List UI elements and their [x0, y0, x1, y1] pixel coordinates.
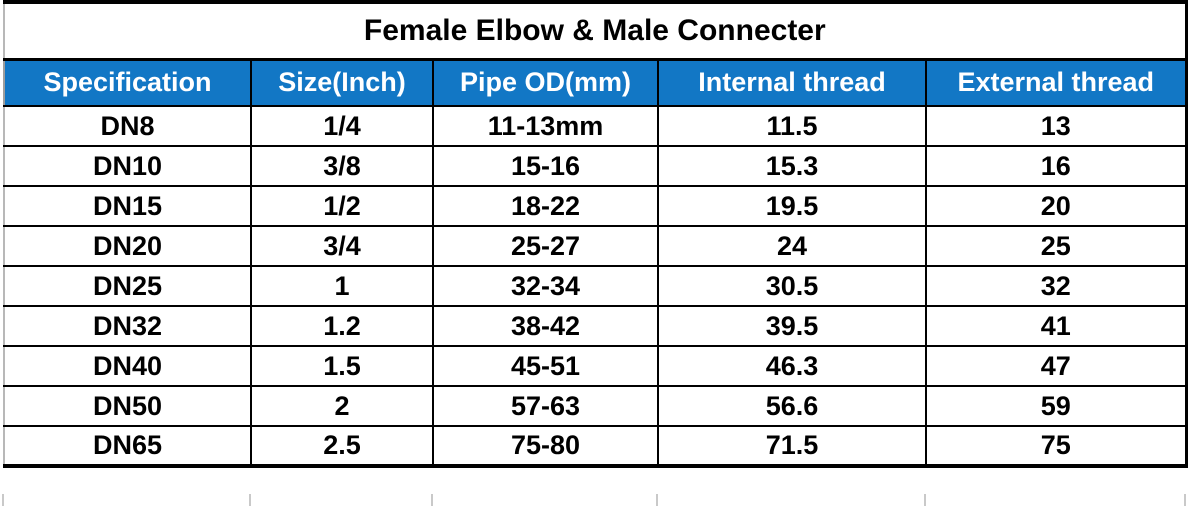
cell-size-inch: 3/4	[250, 225, 434, 267]
cell-pipe-od: 32-34	[432, 265, 659, 307]
table-row: DN40 1.5 45-51 46.3 47	[3, 345, 1188, 387]
cell-specification: DN15	[3, 185, 252, 227]
cell-external-thread: 41	[924, 305, 1188, 347]
cell-size-inch: 2	[250, 385, 434, 427]
cell-internal-thread: 24	[657, 225, 927, 267]
cell-specification: DN8	[3, 105, 252, 147]
cell-specification: DN40	[3, 345, 252, 387]
cell-pipe-od: 75-80	[432, 425, 659, 468]
cell-internal-thread: 19.5	[657, 185, 927, 227]
cell-external-thread: 25	[924, 225, 1188, 267]
table-row: DN25 1 32-34 30.5 32	[3, 265, 1188, 307]
cell-size-inch: 1/2	[250, 185, 434, 227]
cell-internal-thread: 30.5	[657, 265, 927, 307]
gridline	[431, 494, 433, 506]
gridline	[249, 494, 251, 506]
cell-external-thread: 16	[924, 145, 1188, 187]
cell-specification: DN65	[3, 425, 252, 468]
cell-external-thread: 75	[924, 425, 1188, 468]
cell-pipe-od: 18-22	[432, 185, 659, 227]
cell-specification: DN50	[3, 385, 252, 427]
table-row: DN50 2 57-63 56.6 59	[3, 385, 1188, 427]
cell-pipe-od: 45-51	[432, 345, 659, 387]
cell-size-inch: 3/8	[250, 145, 434, 187]
table-row: DN65 2.5 75-80 71.5 75	[3, 425, 1188, 468]
cell-specification: DN25	[3, 265, 252, 307]
column-header-size-inch: Size(Inch)	[250, 58, 434, 107]
cell-specification: DN32	[3, 305, 252, 347]
cell-internal-thread: 46.3	[657, 345, 927, 387]
table-row: DN10 3/8 15-16 15.3 16	[3, 145, 1188, 187]
cell-pipe-od: 38-42	[432, 305, 659, 347]
cell-specification: DN20	[3, 225, 252, 267]
table-row: DN32 1.2 38-42 39.5 41	[3, 305, 1188, 347]
cell-pipe-od: 11-13mm	[432, 105, 659, 147]
gridline-remnants	[0, 492, 1191, 506]
gridline	[1184, 494, 1186, 506]
cell-size-inch: 2.5	[250, 425, 434, 468]
column-header-pipe-od: Pipe OD(mm)	[432, 58, 659, 107]
cell-external-thread: 20	[924, 185, 1188, 227]
cell-internal-thread: 71.5	[657, 425, 927, 468]
cell-pipe-od: 15-16	[432, 145, 659, 187]
cell-external-thread: 47	[924, 345, 1188, 387]
table-row: DN15 1/2 18-22 19.5 20	[3, 185, 1188, 227]
spec-table: Female Elbow & Male Connecter Specificat…	[2, 0, 1188, 468]
column-header-external-thread: External thread	[924, 58, 1188, 107]
cell-external-thread: 13	[924, 105, 1188, 147]
gridline	[2, 494, 4, 506]
cell-specification: DN10	[3, 145, 252, 187]
cell-pipe-od: 57-63	[432, 385, 659, 427]
table-row: DN8 1/4 11-13mm 11.5 13	[3, 105, 1188, 147]
header-row: Specification Size(Inch) Pipe OD(mm) Int…	[3, 58, 1188, 107]
table-row: DN20 3/4 25-27 24 25	[3, 225, 1188, 267]
title-row: Female Elbow & Male Connecter	[2, 0, 1188, 61]
cell-pipe-od: 25-27	[432, 225, 659, 267]
cell-size-inch: 1	[250, 265, 434, 307]
gridline	[656, 494, 658, 506]
cell-external-thread: 59	[924, 385, 1188, 427]
cell-size-inch: 1.2	[250, 305, 434, 347]
cell-internal-thread: 11.5	[657, 105, 927, 147]
cell-size-inch: 1/4	[250, 105, 434, 147]
cell-internal-thread: 56.6	[657, 385, 927, 427]
column-header-specification: Specification	[3, 58, 252, 107]
column-header-internal-thread: Internal thread	[657, 58, 927, 107]
table-title: Female Elbow & Male Connecter	[2, 0, 1188, 61]
cell-internal-thread: 15.3	[657, 145, 927, 187]
cell-external-thread: 32	[924, 265, 1188, 307]
cell-internal-thread: 39.5	[657, 305, 927, 347]
gridline	[924, 494, 926, 506]
cell-size-inch: 1.5	[250, 345, 434, 387]
